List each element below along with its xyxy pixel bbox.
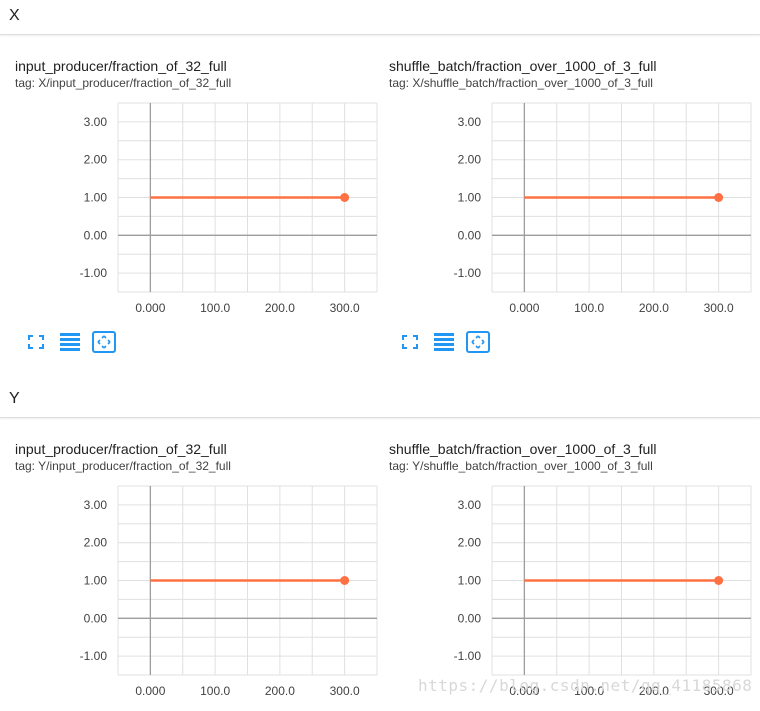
x-tick-label: 300.0: [330, 684, 360, 698]
group-header-y[interactable]: Y: [0, 383, 760, 418]
y-tick-label: 3.00: [458, 498, 482, 512]
y-tick-label: -1.00: [454, 266, 482, 280]
y-tick-label: 2.00: [458, 153, 482, 167]
y-tick-label: -1.00: [80, 649, 108, 663]
x-tick-label: 300.0: [704, 301, 734, 315]
y-tick-label: 0.00: [458, 611, 482, 625]
x-tick-label: 200.0: [265, 684, 295, 698]
expand-icon[interactable]: [397, 330, 423, 354]
chart-title: input_producer/fraction_of_32_full: [15, 441, 227, 457]
y-tick-label: -1.00: [80, 266, 108, 280]
y-tick-label: 2.00: [84, 153, 108, 167]
x-tick-label: 100.0: [574, 301, 604, 315]
y-tick-label: 0.00: [84, 611, 108, 625]
chart-tag: tag: X/input_producer/fraction_of_32_ful…: [15, 76, 232, 90]
chart-title: shuffle_batch/fraction_over_1000_of_3_fu…: [389, 441, 657, 457]
y-tick-label: 1.00: [84, 574, 108, 588]
y-tick-label: 2.00: [458, 536, 482, 550]
x-tick-label: 0.000: [509, 684, 539, 698]
series-point: [340, 576, 350, 585]
y-tick-label: 0.00: [458, 228, 482, 242]
x-tick-label: 200.0: [639, 684, 669, 698]
chart-plot[interactable]: 3.00 2.00 1.00 0.00 -1.00 0.000 100.0 200.0 300.…: [15, 481, 385, 711]
fit-domain-icon[interactable]: [465, 330, 491, 354]
y-tick-label: 3.00: [84, 115, 108, 129]
x-tick-label: 100.0: [200, 301, 230, 315]
x-tick-label: 200.0: [265, 301, 295, 315]
x-tick-label: 200.0: [639, 301, 669, 315]
series-point: [714, 193, 724, 202]
y-tick-label: 3.00: [458, 115, 482, 129]
group-title: X: [9, 7, 20, 24]
y-tick-label: 3.00: [84, 498, 108, 512]
group-header-x[interactable]: X: [0, 0, 760, 35]
chart-plot[interactable]: 3.00 2.00 1.00 0.00 -1.00 0.000 100.0 200.0 300.…: [389, 98, 759, 328]
watermark: https://blog.csdn.net/qq_41185868: [418, 676, 753, 695]
data-selection-icon[interactable]: [431, 330, 457, 354]
y-tick-label: 1.00: [458, 191, 482, 205]
chart-tag: tag: X/shuffle_batch/fraction_over_1000_…: [389, 76, 653, 90]
x-tick-label: 300.0: [330, 301, 360, 315]
chart-tag: tag: Y/shuffle_batch/fraction_over_1000_…: [389, 459, 653, 473]
x-tick-label: 0.000: [135, 684, 165, 698]
y-tick-label: 0.00: [84, 228, 108, 242]
chart-tag: tag: Y/input_producer/fraction_of_32_ful…: [15, 459, 231, 473]
chart-title: shuffle_batch/fraction_over_1000_of_3_fu…: [389, 58, 657, 74]
y-tick-label: 1.00: [84, 191, 108, 205]
data-selection-icon[interactable]: [57, 330, 83, 354]
x-tick-label: 0.000: [135, 301, 165, 315]
chart-plot[interactable]: 3.00 2.00 1.00 0.00 -1.00 0.000 100.0 200.0 300.…: [15, 98, 385, 328]
series-point: [714, 576, 724, 585]
y-tick-label: -1.00: [454, 649, 482, 663]
chart-plot[interactable]: 3.00 2.00 1.00 0.00 -1.00 0.000 100.0 200.0 300.…: [389, 481, 759, 711]
series-point: [340, 193, 350, 202]
x-tick-label: 100.0: [574, 684, 604, 698]
y-tick-label: 1.00: [458, 574, 482, 588]
fit-domain-icon[interactable]: [91, 330, 117, 354]
chart-title: input_producer/fraction_of_32_full: [15, 58, 227, 74]
group-title: Y: [9, 390, 20, 407]
x-tick-label: 0.000: [509, 301, 539, 315]
expand-icon[interactable]: [23, 330, 49, 354]
x-tick-label: 300.0: [704, 684, 734, 698]
x-tick-label: 100.0: [200, 684, 230, 698]
y-tick-label: 2.00: [84, 536, 108, 550]
